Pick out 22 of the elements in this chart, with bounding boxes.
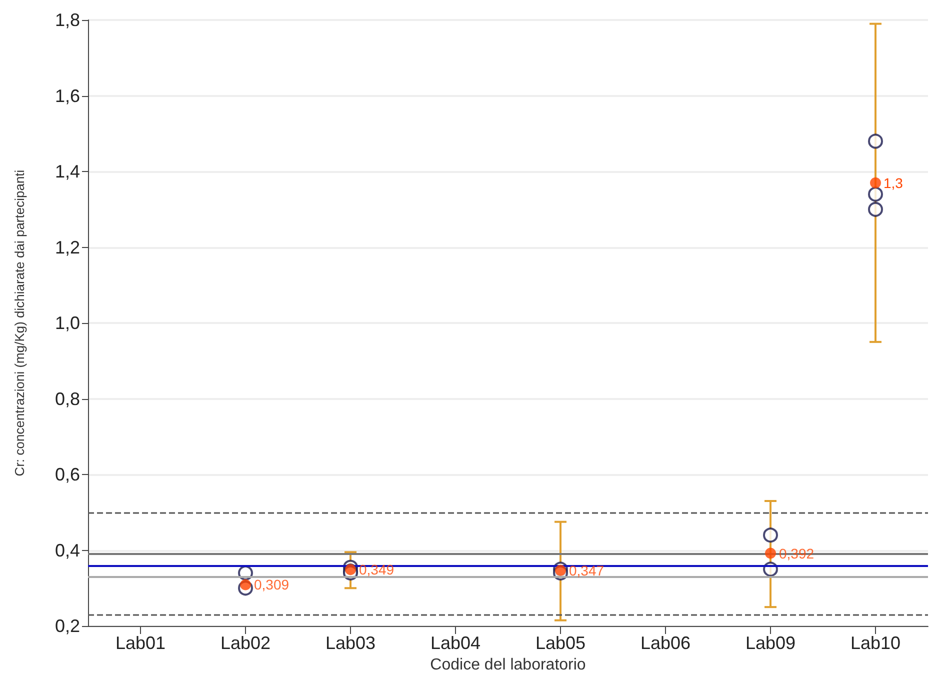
y-tick-label: 0,4: [54, 540, 80, 560]
data-label: 0,347: [569, 562, 604, 578]
x-tick-label: Lab09: [745, 633, 796, 653]
x-axis-title: Codice del laboratorio: [430, 656, 586, 674]
x-tick-label: Lab05: [535, 633, 586, 653]
y-tick-label: 0,2: [54, 616, 80, 636]
y-axis-title: Cr: concentrazioni (mg/Kg) dichiarate dai partecipanti: [12, 170, 27, 476]
y-tick-label: 1,0: [54, 313, 80, 333]
x-tick-label: Lab01: [115, 633, 166, 653]
y-tick-label: 1,2: [54, 237, 80, 258]
y-tick-label: 1,4: [54, 162, 80, 182]
y-tick-label: 0,6: [54, 464, 80, 484]
x-tick-label: Lab06: [640, 633, 691, 653]
x-tick-label: Lab02: [220, 633, 271, 653]
annotation: 1,3: [884, 174, 904, 191]
data-label: 0,309: [254, 576, 290, 593]
y-tick-label: 1,8: [54, 10, 80, 30]
y-tick-label: 1,6: [54, 86, 80, 106]
y-tick-label: 0,8: [54, 388, 80, 409]
x-tick-label: Lab04: [430, 633, 481, 653]
x-tick-label: Lab10: [850, 633, 901, 653]
x-tick-label: Lab03: [325, 633, 376, 653]
